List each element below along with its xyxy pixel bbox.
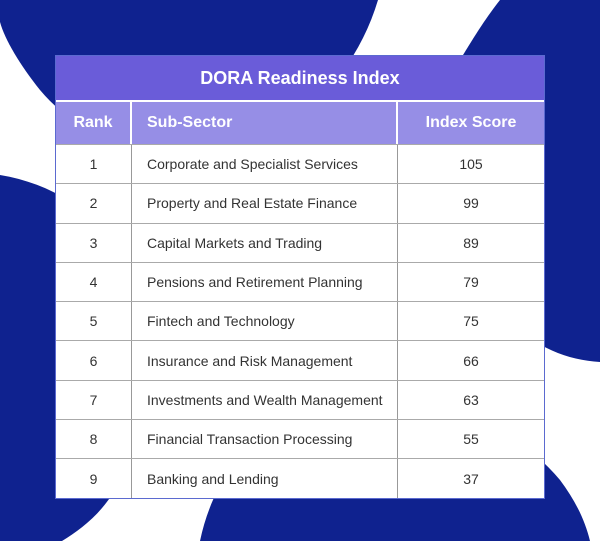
cell-rank: 1 (56, 145, 132, 184)
cell-sub-sector: Pensions and Retirement Planning (132, 262, 398, 302)
cell-index-score: 66 (463, 352, 479, 369)
dora-readiness-table: DORA Readiness Index Rank Sub-Sector Ind… (55, 55, 545, 499)
cell-sub-sector: Fintech and Technology (132, 302, 398, 341)
table-row: 8 Financial Transaction Processing 55 (56, 419, 544, 459)
cell-rank: 9 (56, 459, 132, 498)
cell-sub-sector: Corporate and Specialist Services (132, 145, 398, 184)
cell-rank: 8 (56, 420, 132, 459)
header-sub-sector: Sub-Sector (132, 102, 398, 144)
table-header-row: Rank Sub-Sector Index Score (56, 102, 544, 144)
cell-sub-sector: Property and Real Estate Finance (132, 184, 398, 223)
cell-rank: 4 (56, 262, 132, 302)
table-row: 5 Fintech and Technology 75 (56, 301, 544, 341)
cell-rank: 2 (56, 184, 132, 223)
cell-index-score: 55 (463, 431, 479, 448)
table-row: 4 Pensions and Retirement Planning 79 (56, 261, 544, 302)
header-rank: Rank (56, 102, 132, 144)
table-row: 1 Corporate and Specialist Services 105 (56, 144, 544, 184)
table-row: 3 Capital Markets and Trading 89 (56, 222, 544, 262)
table-row: 6 Insurance and Risk Management 66 (56, 340, 544, 380)
cell-index-score: 37 (463, 470, 479, 487)
cell-index-score: 99 (463, 195, 479, 212)
table-row: 2 Property and Real Estate Finance 99 (56, 183, 544, 223)
cell-sub-sector: Investments and Wealth Management (132, 380, 398, 420)
cell-index-score: 75 (463, 313, 479, 330)
cell-rank: 7 (56, 380, 132, 420)
header-index-score: Index Score (425, 114, 517, 131)
cell-sub-sector: Financial Transaction Processing (132, 420, 398, 459)
cell-sub-sector: Capital Markets and Trading (132, 223, 398, 262)
table-row: 9 Banking and Lending 37 (56, 458, 544, 498)
cell-index-score: 89 (463, 234, 479, 251)
cell-sub-sector: Insurance and Risk Management (132, 341, 398, 380)
cell-sub-sector: Banking and Lending (132, 459, 398, 498)
cell-rank: 6 (56, 341, 132, 380)
table-title: DORA Readiness Index (56, 56, 544, 102)
cell-rank: 5 (56, 302, 132, 341)
cell-index-score: 105 (459, 156, 483, 173)
table-row: 7 Investments and Wealth Management 63 (56, 379, 544, 420)
cell-index-score: 63 (463, 391, 479, 408)
cell-rank: 3 (56, 223, 132, 262)
cell-index-score: 79 (463, 274, 479, 291)
